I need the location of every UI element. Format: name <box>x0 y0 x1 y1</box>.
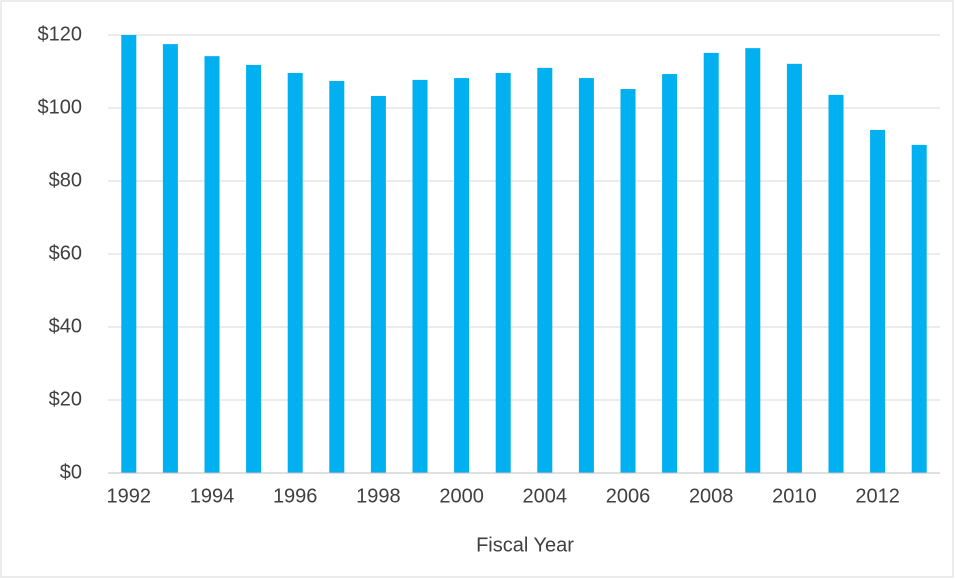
bar <box>703 52 719 473</box>
bar <box>786 63 802 474</box>
bar <box>370 95 386 473</box>
bar <box>745 48 761 473</box>
bar <box>454 78 470 473</box>
bar <box>287 72 303 474</box>
y-tick-label: $60 <box>49 242 82 264</box>
bar <box>620 89 636 474</box>
bar <box>578 78 594 473</box>
x-tick-label: 1998 <box>356 485 401 507</box>
x-axis-title: Fiscal Year <box>476 534 574 556</box>
y-tick-label: $120 <box>38 23 83 45</box>
y-tick-label: $0 <box>60 461 82 483</box>
y-tick-label: $80 <box>49 169 82 191</box>
y-tick-label: $100 <box>38 96 83 118</box>
bar <box>121 35 137 473</box>
bar <box>162 44 178 473</box>
y-tick-label: $40 <box>49 315 82 337</box>
bar <box>828 94 844 474</box>
bar <box>911 144 927 474</box>
x-tick-label: 2012 <box>855 485 900 507</box>
bar <box>870 129 886 473</box>
bar <box>204 56 220 474</box>
x-tick-label: 1996 <box>273 485 318 507</box>
bar <box>412 79 428 474</box>
bar <box>329 80 345 474</box>
x-tick-label: 1992 <box>107 485 152 507</box>
bar <box>537 67 553 473</box>
bar <box>246 64 262 474</box>
bar <box>495 72 511 474</box>
x-tick-label: 2008 <box>689 485 734 507</box>
x-tick-label: 1994 <box>190 485 235 507</box>
y-tick-label: $20 <box>49 388 82 410</box>
x-tick-label: 2006 <box>606 485 651 507</box>
x-tick-label: 2000 <box>439 485 484 507</box>
bar <box>662 74 678 474</box>
x-tick-label: 2004 <box>523 485 568 507</box>
x-tick-label: 2010 <box>772 485 817 507</box>
